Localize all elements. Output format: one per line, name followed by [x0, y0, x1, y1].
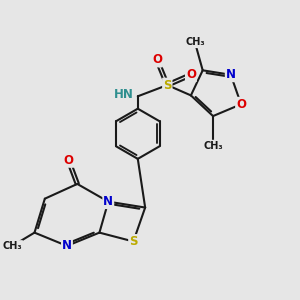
Text: N: N [103, 195, 113, 208]
Text: S: S [163, 79, 172, 92]
Text: N: N [226, 68, 236, 81]
Text: O: O [63, 154, 74, 167]
Text: O: O [152, 53, 162, 67]
Text: CH₃: CH₃ [3, 241, 22, 251]
Text: CH₃: CH₃ [185, 37, 205, 47]
Text: CH₃: CH₃ [203, 141, 223, 151]
Text: S: S [129, 235, 138, 248]
Text: O: O [186, 68, 196, 81]
Text: HN: HN [113, 88, 134, 101]
Text: N: N [62, 239, 72, 252]
Text: O: O [236, 98, 246, 111]
